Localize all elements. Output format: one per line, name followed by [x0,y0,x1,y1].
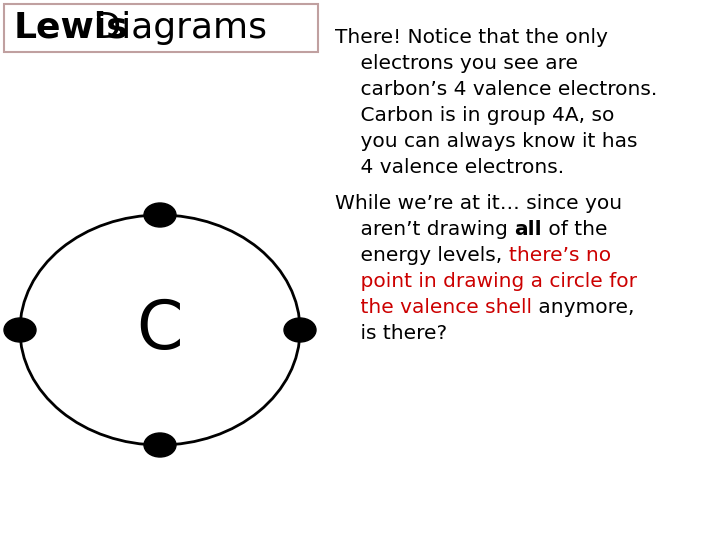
Text: of the: of the [542,220,608,239]
Ellipse shape [284,318,316,342]
Text: Lewis: Lewis [14,11,129,45]
Text: 4 valence electrons.: 4 valence electrons. [335,158,564,177]
Ellipse shape [144,203,176,227]
Text: you can always know it has: you can always know it has [335,132,637,151]
Text: While we’re at it… since you: While we’re at it… since you [335,194,622,213]
Text: there’s no: there’s no [508,246,611,265]
Text: Diagrams: Diagrams [82,11,267,45]
Text: carbon’s 4 valence electrons.: carbon’s 4 valence electrons. [335,80,657,99]
Text: anymore,: anymore, [532,298,634,317]
Text: all: all [514,220,542,239]
Ellipse shape [4,318,36,342]
Text: aren’t drawing: aren’t drawing [335,220,514,239]
Text: is there?: is there? [335,324,447,343]
Text: the valence shell: the valence shell [335,298,532,317]
Text: There! Notice that the only: There! Notice that the only [335,28,608,47]
Text: electrons you see are: electrons you see are [335,54,578,73]
Text: point in drawing a circle for: point in drawing a circle for [335,272,637,291]
Text: Carbon is in group 4A, so: Carbon is in group 4A, so [335,106,614,125]
Ellipse shape [144,433,176,457]
FancyBboxPatch shape [4,4,318,52]
Text: energy levels,: energy levels, [335,246,508,265]
Text: C: C [137,297,184,363]
